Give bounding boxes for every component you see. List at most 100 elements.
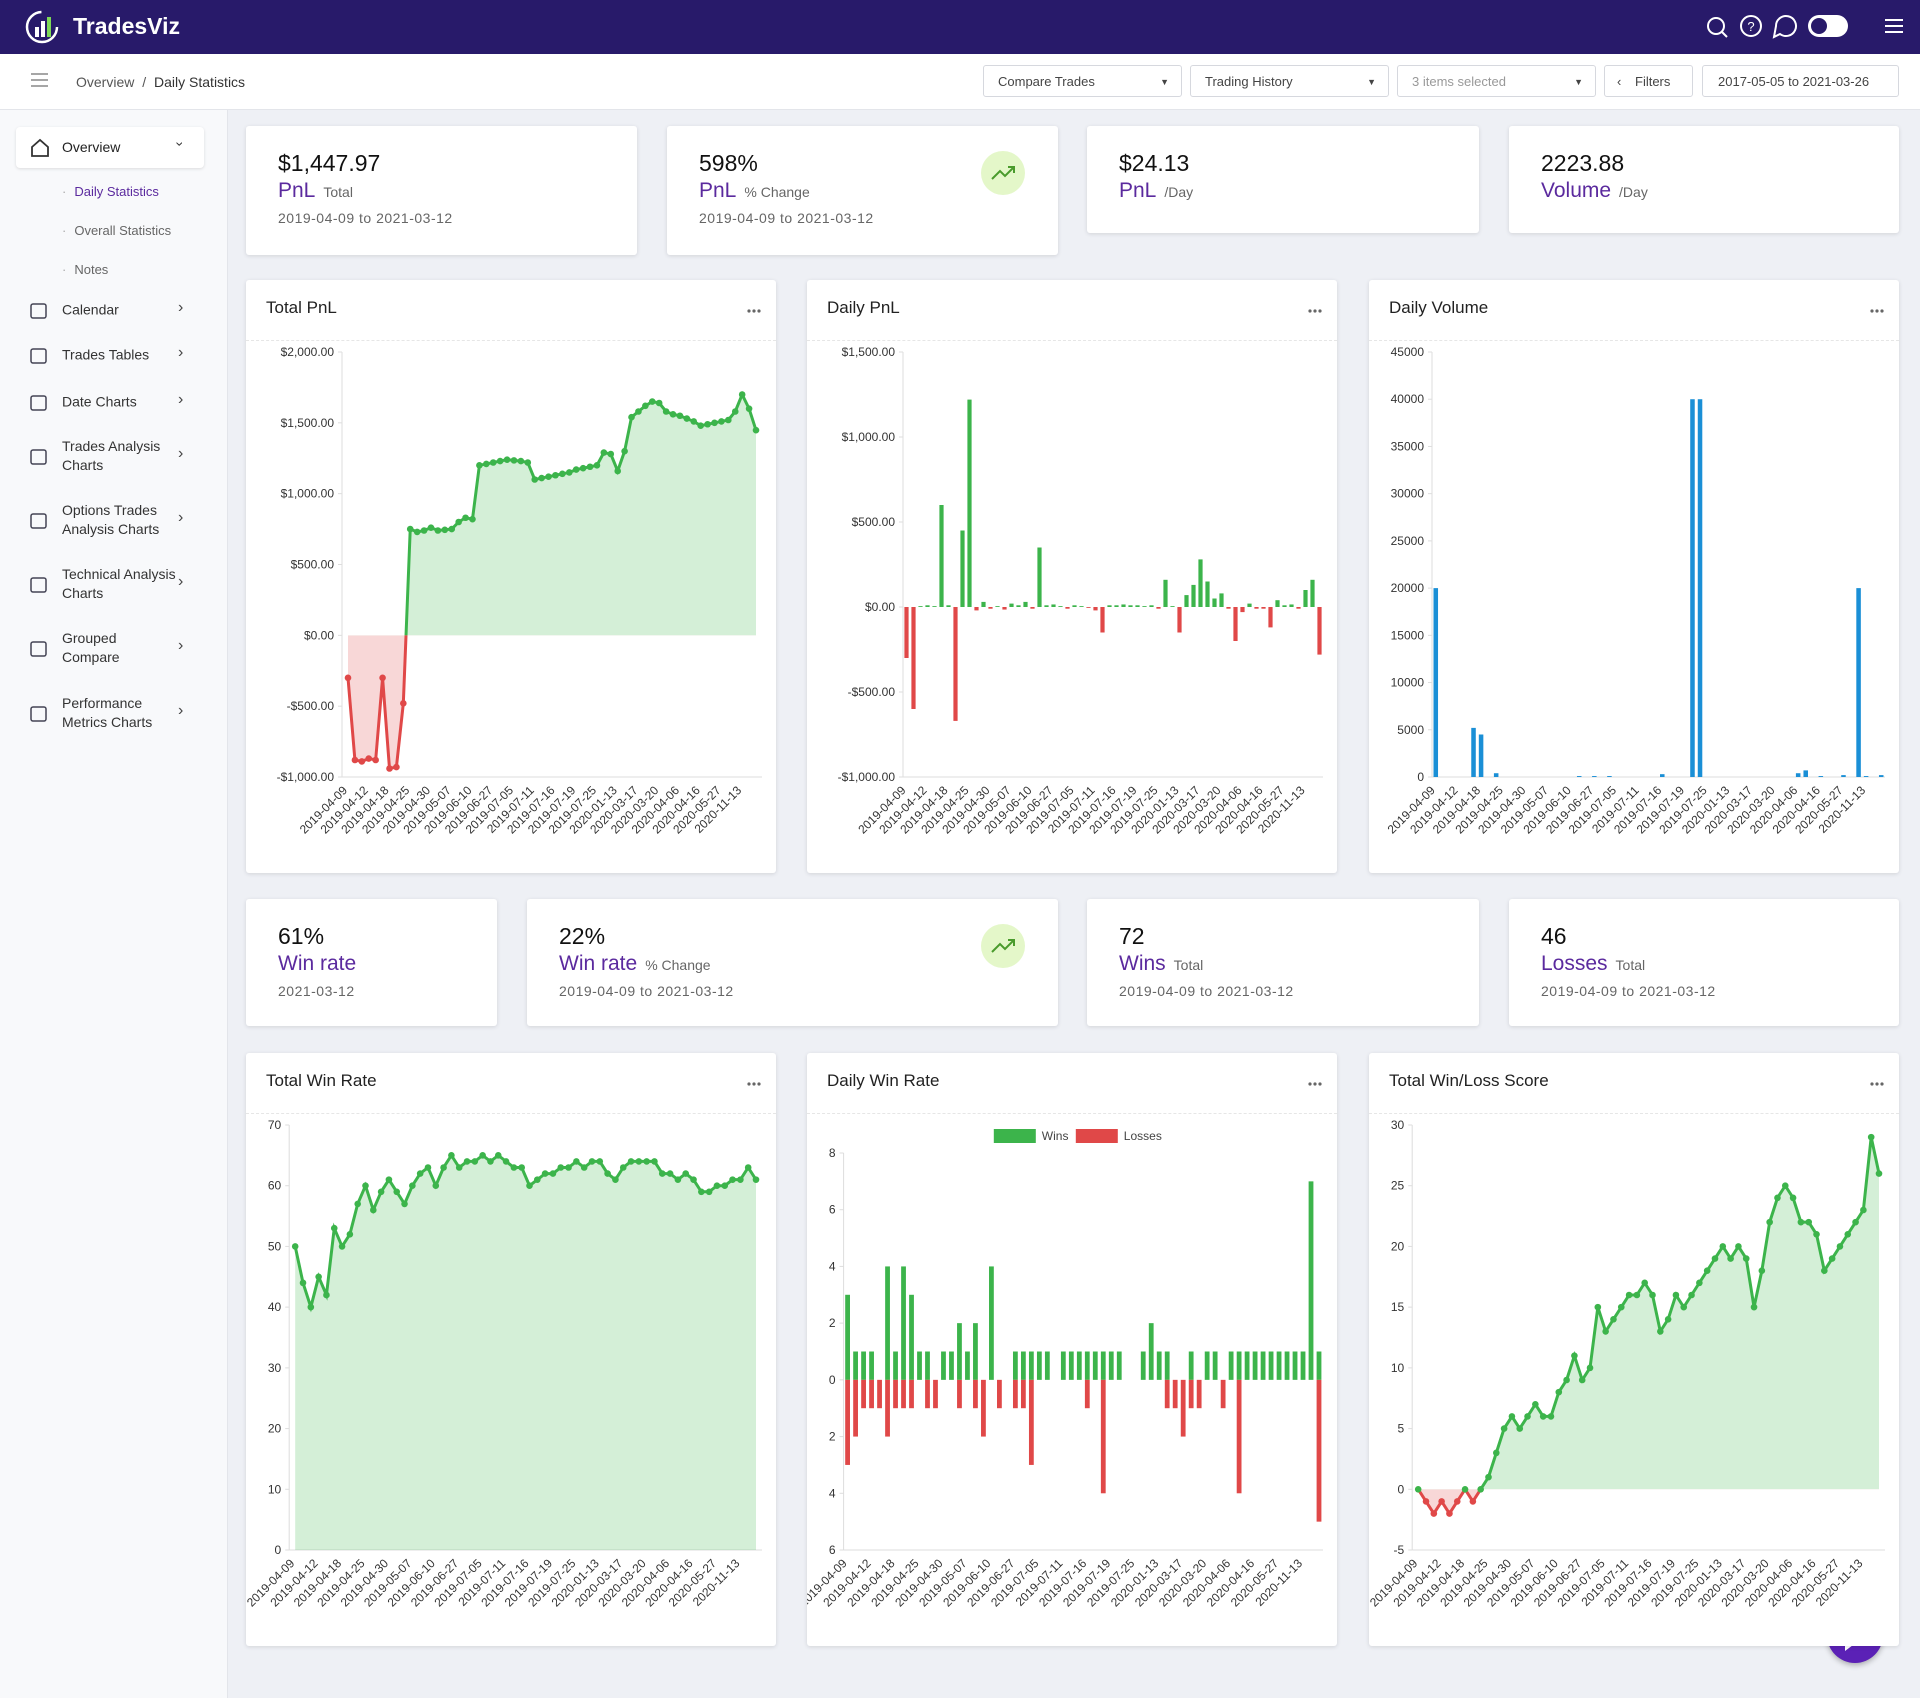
menu-dot bbox=[752, 1082, 756, 1086]
bar bbox=[974, 607, 979, 611]
point bbox=[1633, 1291, 1641, 1299]
point bbox=[1813, 1230, 1820, 1238]
nav-label: Trades Tables bbox=[62, 346, 150, 363]
nav-chevron: › bbox=[178, 445, 184, 462]
nav-subitem[interactable]: · Notes bbox=[62, 262, 108, 277]
point bbox=[315, 1273, 322, 1281]
chart-title: Total Win/Loss Score bbox=[1389, 1071, 1549, 1090]
filters-button[interactable]: ‹ Filters bbox=[1604, 65, 1693, 97]
point bbox=[565, 1164, 572, 1171]
stat-value: 61% bbox=[278, 923, 325, 949]
stat-value: 598% bbox=[699, 150, 758, 176]
stat-card: $1,447.97 PnL Total 2019-04-09 to 2021-03-1… bbox=[246, 126, 637, 255]
chart-menu[interactable] bbox=[1870, 1082, 1884, 1086]
compare-select[interactable]: Compare Trades ▼ bbox=[983, 65, 1182, 97]
menu-toggle[interactable] bbox=[30, 72, 50, 88]
bar bbox=[1289, 604, 1294, 607]
point bbox=[541, 1170, 549, 1177]
bar bbox=[1100, 607, 1105, 633]
menu-dot bbox=[1875, 1082, 1879, 1086]
nav-item[interactable]: Technical Analysis Charts › bbox=[0, 564, 227, 604]
chart-menu[interactable] bbox=[1308, 309, 1322, 313]
y-tick-label: 25000 bbox=[1391, 534, 1425, 548]
chart-menu[interactable] bbox=[1870, 309, 1884, 313]
point bbox=[682, 1170, 690, 1177]
bar bbox=[1433, 588, 1439, 777]
menu-dot bbox=[1880, 309, 1884, 313]
bar bbox=[1100, 1379, 1106, 1494]
breadcrumb-root[interactable]: Overview bbox=[76, 74, 135, 90]
chart-menu[interactable] bbox=[1308, 1082, 1322, 1086]
menu-dot bbox=[1875, 309, 1879, 313]
y-tick-label: 0 bbox=[829, 1373, 836, 1387]
y-tick-label: 30000 bbox=[1391, 487, 1425, 501]
bar bbox=[1020, 1351, 1026, 1380]
nav-item[interactable]: Performance Metrics Charts › bbox=[0, 693, 227, 733]
chart-menu[interactable] bbox=[747, 1082, 761, 1086]
bar bbox=[1108, 1351, 1114, 1380]
bar bbox=[1164, 1351, 1170, 1380]
y-tick-label: 2 bbox=[829, 1316, 836, 1330]
bar bbox=[1128, 605, 1133, 607]
stat-unit: Total bbox=[323, 184, 353, 200]
point bbox=[1438, 1498, 1445, 1505]
nav-item[interactable]: Trades Tables › bbox=[0, 335, 227, 375]
chart-title: Daily Win Rate bbox=[827, 1071, 940, 1090]
y-tick-label: 6 bbox=[829, 1543, 836, 1557]
nav-subitem[interactable]: · Overall Statistics bbox=[62, 223, 171, 238]
area bbox=[295, 1155, 756, 1550]
nav-item[interactable]: Trades Analysis Charts › bbox=[0, 436, 227, 476]
point bbox=[496, 457, 504, 465]
point bbox=[1781, 1182, 1789, 1190]
icon bbox=[30, 577, 47, 593]
point bbox=[420, 527, 428, 534]
point bbox=[580, 1164, 588, 1171]
bar bbox=[1233, 607, 1238, 641]
y-tick-label: 30 bbox=[1391, 1118, 1405, 1132]
point bbox=[534, 1176, 541, 1183]
point bbox=[1430, 1510, 1438, 1517]
bar bbox=[1317, 607, 1322, 655]
history-select[interactable]: Trading History ▼ bbox=[1190, 65, 1389, 97]
bar bbox=[1244, 1351, 1250, 1380]
bar bbox=[1803, 770, 1808, 777]
bar bbox=[1841, 775, 1846, 777]
y-tick-label: 35000 bbox=[1391, 439, 1425, 453]
point bbox=[1625, 1291, 1633, 1299]
bar bbox=[1690, 399, 1695, 777]
bar bbox=[1228, 1351, 1234, 1380]
y-tick-label: -5 bbox=[1394, 1543, 1405, 1557]
items-select[interactable]: 3 items selected ▼ bbox=[1397, 65, 1596, 97]
bar bbox=[1142, 606, 1147, 607]
point bbox=[619, 1164, 627, 1171]
point bbox=[705, 1188, 713, 1196]
nav-item[interactable]: Options Trades Analysis Charts › bbox=[0, 500, 227, 540]
stat-card: 2223.88 Volume/Day bbox=[1509, 126, 1899, 233]
bar bbox=[861, 1351, 866, 1380]
nav-subitem[interactable]: · Daily Statistics bbox=[62, 184, 159, 199]
chart-menu[interactable] bbox=[747, 309, 761, 313]
nav-item[interactable]: Date Charts › bbox=[0, 382, 227, 422]
bar bbox=[911, 607, 916, 709]
nav-item[interactable]: Calendar › bbox=[0, 290, 227, 330]
y-tick-label: 70 bbox=[268, 1118, 282, 1132]
point bbox=[1493, 1449, 1500, 1457]
bullet: · bbox=[62, 223, 67, 238]
point bbox=[502, 1158, 510, 1165]
chart-title: Daily PnL bbox=[827, 298, 900, 317]
nav-item[interactable]: Grouped Compare › bbox=[0, 628, 227, 668]
y-tick-label: 15000 bbox=[1391, 628, 1425, 642]
menu-dot bbox=[1318, 1082, 1322, 1086]
nav-subitem-label: Daily Statistics bbox=[74, 184, 159, 199]
brand: TradesViz bbox=[73, 13, 180, 39]
bar bbox=[973, 1323, 978, 1380]
nav-active[interactable]: Overview › bbox=[16, 127, 204, 168]
menu-dot bbox=[1313, 1082, 1317, 1086]
date-range[interactable]: 2017-05-05 to 2021-03-26 bbox=[1702, 65, 1899, 97]
bar bbox=[1107, 605, 1112, 607]
stat-line: PnL Total bbox=[278, 179, 353, 203]
y-tick-label: 20 bbox=[1391, 1239, 1405, 1253]
point bbox=[635, 408, 642, 415]
point bbox=[658, 1170, 666, 1177]
nav-label: Grouped Compare bbox=[62, 630, 120, 665]
